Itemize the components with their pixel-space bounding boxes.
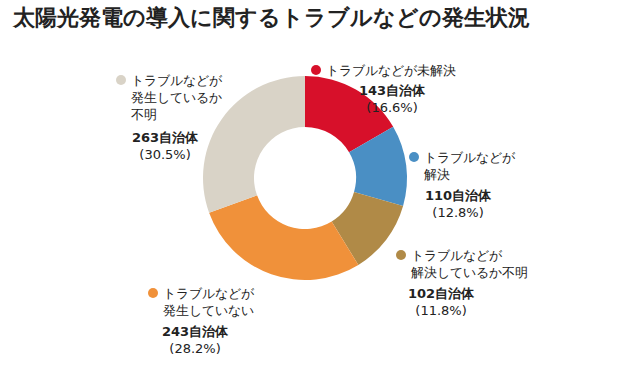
svg-text:トラブルなどが解決しているか不明: トラブルなどが解決しているか不明 [411,248,528,280]
svg-text:243自治体(28.2%): 243自治体(28.2%) [162,324,229,356]
svg-text:263自治体(30.5%): 263自治体(30.5%) [132,130,199,162]
svg-text:トラブルなどが発生していない: トラブルなどが発生していない [163,286,255,318]
svg-text:トラブルなどが未解決: トラブルなどが未解決 [326,63,456,78]
svg-text:143自治体(16.6%): 143自治体(16.6%) [359,83,426,115]
svg-text:102自治体(11.8%): 102自治体(11.8%) [408,286,475,318]
svg-text:トラブルなどが解決: トラブルなどが解決 [424,150,516,182]
svg-text:110自治体(12.8%): 110自治体(12.8%) [425,188,492,220]
svg-text:太陽光発電の導入に関するトラブルなどの発生状況: 太陽光発電の導入に関するトラブルなどの発生状況 [12,5,530,30]
svg-text:トラブルなどが発生しているか不明: トラブルなどが発生しているか不明 [131,73,223,122]
